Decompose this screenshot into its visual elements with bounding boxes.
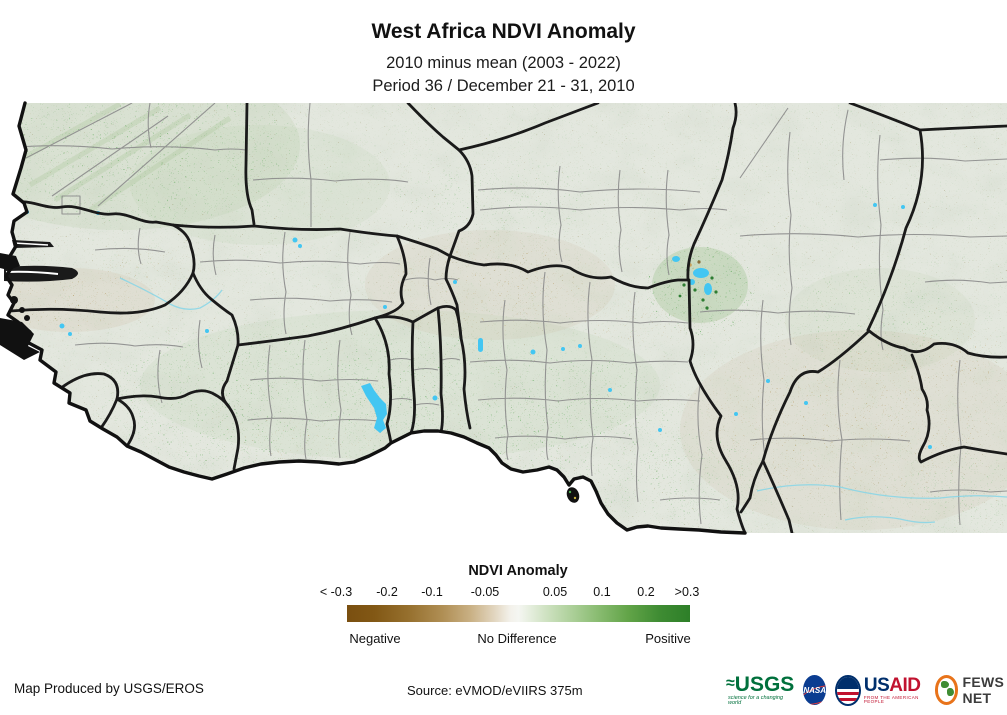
legend-zone-labels: Negative No Difference Positive: [316, 631, 720, 647]
page-title: West Africa NDVI Anomaly: [371, 20, 636, 43]
legend-zone-negative: Negative: [349, 631, 401, 646]
lake-chad: [693, 268, 709, 278]
subtitle-comparison: 2010 minus mean (2003 - 2022): [386, 54, 621, 72]
usgs-tagline: science for a changing world: [728, 694, 784, 706]
legend-tick: -0.2: [376, 585, 398, 599]
lake-chad-speckle: [678, 260, 718, 310]
coastline: [4, 101, 747, 535]
bioko-island: [566, 487, 580, 503]
fewsnet-wordmark: FEWS NET: [962, 674, 1005, 706]
legend-color-ramp: [347, 605, 690, 622]
legend-tick-labels: < -0.3 -0.2 -0.1 -0.05 0.05 0.1 0.2 >0.3: [316, 585, 720, 602]
legend-tick: -0.05: [470, 585, 500, 599]
raster-layer: [6, 103, 1007, 533]
legend: NDVI Anomaly < -0.3 -0.2 -0.1 -0.05 0.05…: [316, 563, 720, 647]
header: West Africa NDVI Anomaly 2010 minus mean…: [0, 0, 1007, 96]
nasa-wordmark: NASA: [803, 685, 827, 695]
legend-tick: 0.05: [542, 585, 568, 599]
country-borders: [8, 103, 1007, 533]
legend-tick: 0.2: [637, 585, 655, 599]
fewsnet-logo: FEWS NET: [934, 674, 1007, 706]
fewsnet-globe-icon: [934, 675, 959, 705]
usaid-seal-icon: [835, 674, 861, 706]
usgs-wave-icon: ≈: [726, 675, 735, 692]
source-text: Source: eVMOD/eVIIRS 375m: [407, 683, 583, 698]
legend-tick: 0.1: [593, 585, 611, 599]
legend-title: NDVI Anomaly: [468, 563, 568, 579]
legend-zone-positive: Positive: [645, 631, 691, 646]
lake-volta: [361, 383, 387, 433]
lakes: [25, 203, 932, 449]
subtitle-period: Period 36 / December 21 - 31, 2010: [372, 77, 635, 95]
logo-strip: ≈ USGS science for a changing world NASA…: [726, 671, 1007, 709]
legend-tick: >0.3: [674, 585, 700, 599]
usaid-logo: USAID FROM THE AMERICAN PEOPLE: [835, 674, 926, 706]
nasa-logo: NASA: [803, 675, 827, 705]
usgs-wordmark: USGS: [734, 672, 795, 696]
coastal-islands: [0, 253, 580, 503]
usaid-wordmark: USAID: [863, 674, 921, 696]
legend-tick: < -0.3: [319, 585, 353, 599]
produced-by-text: Map Produced by USGS/EROS: [14, 681, 204, 696]
legend-tick: -0.1: [421, 585, 443, 599]
admin-boundaries: [7, 103, 1007, 526]
usgs-logo: ≈ USGS science for a changing world: [726, 674, 794, 707]
legend-zone-nodiff: No Difference: [477, 631, 557, 646]
usaid-tagline: FROM THE AMERICAN PEOPLE: [863, 694, 919, 704]
